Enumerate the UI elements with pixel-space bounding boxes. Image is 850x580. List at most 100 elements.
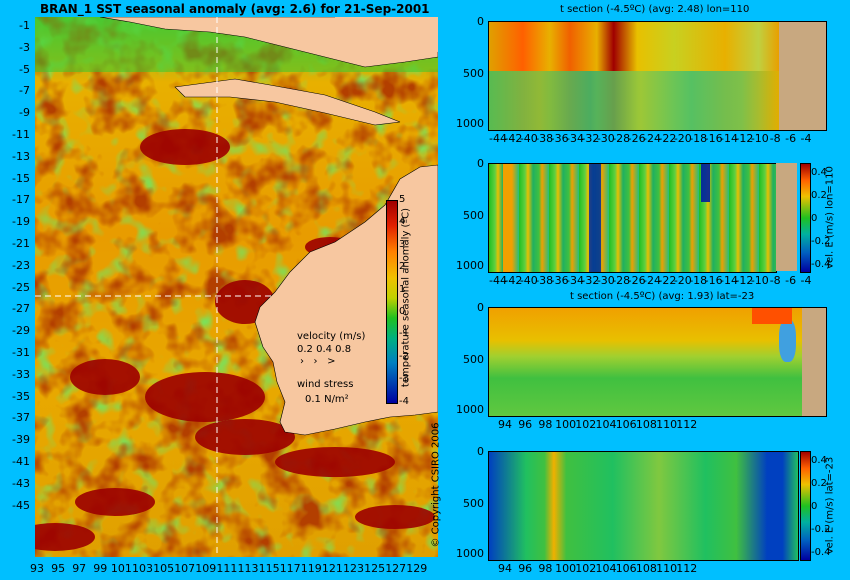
map-colorbar-tick: -1 — [399, 328, 409, 340]
map-y-tick: -41 — [12, 455, 30, 468]
map-x-tick: 105 — [153, 562, 175, 575]
p2-x-tick: -34 — [566, 274, 584, 287]
p3-y-tick: 500 — [463, 353, 484, 366]
map-y-tick: -9 — [19, 106, 30, 120]
map-colorbar-tick: 4 — [399, 216, 406, 228]
map-title: BRAN_1 SST seasonal anomaly (avg: 2.6) f… — [40, 2, 430, 16]
panel1-section — [488, 21, 827, 131]
p1-x-tick: -34 — [566, 132, 584, 145]
wind-legend-value: 0.1 N/m² — [305, 394, 349, 405]
p4-y-tick: 1000 — [456, 547, 484, 560]
map-colorbar-tick: 2 — [399, 261, 406, 273]
p3-x-tick: 96 — [518, 418, 533, 431]
map-colorbar-tick: 0 — [399, 306, 406, 317]
sst-map: velocity (m/s) 0.2 0.4 0.8 › › > wind st… — [35, 17, 438, 557]
p1-x-tick: -32 — [581, 132, 600, 145]
p1-x-tick: -22 — [658, 132, 677, 145]
p4-y-tick: 0 — [477, 445, 484, 458]
map-y-tick: -25 — [12, 280, 30, 294]
p2-x-tick: -6 — [785, 274, 797, 287]
map-x-tick: 113 — [237, 562, 259, 575]
p1-y-tick: 500 — [463, 67, 484, 80]
p2-x-tick: -8 — [769, 274, 781, 287]
map-x-tick: 111 — [216, 562, 238, 575]
panel2-section — [488, 163, 777, 273]
p1-x-tick: -10 — [750, 132, 769, 145]
p2-colorbar-tick: -0.2 — [811, 236, 831, 247]
map-colorbar-label: temperature seasonal anomaly (ºC) — [400, 207, 412, 388]
map-x-tick: 93 — [30, 562, 44, 575]
p2-colorbar-tick: -0.4 — [811, 259, 831, 270]
p2-y-tick: 0 — [477, 157, 484, 170]
p1-y-tick: 0 — [477, 15, 484, 28]
p3-x-tick: 104 — [595, 418, 617, 431]
p4-x-tick: 106 — [615, 562, 637, 575]
p2-x-tick: -36 — [550, 274, 569, 287]
p2-x-tick: -40 — [519, 274, 538, 287]
p1-x-tick: -24 — [643, 132, 661, 145]
map-y-tick: -23 — [12, 258, 30, 272]
p4-x-tick: 100 — [555, 562, 577, 575]
p4-colorbar-tick: 0 — [811, 501, 818, 512]
p1-x-tick: -4 — [800, 132, 812, 145]
p3-x-tick: 106 — [615, 418, 637, 431]
map-x-tick: 109 — [195, 562, 217, 575]
p3-x-tick: 98 — [538, 418, 553, 431]
p4-colorbar-tick: 0.4 — [811, 455, 827, 466]
velocity-legend-values: 0.2 0.4 0.8 — [297, 344, 352, 355]
p3-x-tick: 94 — [498, 418, 512, 431]
p1-x-tick: -44 — [489, 132, 507, 145]
map-colorbar-tick: -3 — [399, 373, 409, 385]
map-y-tick: -39 — [12, 433, 30, 447]
p2-x-tick: -32 — [581, 274, 600, 287]
map-x-tick: 103 — [132, 562, 153, 575]
p4-y-tick: 500 — [463, 497, 484, 510]
map-y-tick: -17 — [12, 193, 30, 207]
panel4-colorbar — [800, 451, 811, 561]
velocity-legend-arrows: › › > — [300, 356, 336, 367]
map-y-tick: -15 — [12, 171, 30, 185]
map-x-tick: 123 — [343, 562, 364, 575]
p1-x-tick: -16 — [704, 132, 723, 145]
p2-colorbar-tick: 0 — [811, 213, 818, 224]
p2-x-tick: -18 — [689, 274, 708, 287]
map-x-tick: 127 — [385, 562, 407, 575]
panel2-colorbar-label: vel. E (m/s) lon=110 — [824, 166, 836, 269]
p4-x-tick: 104 — [595, 562, 617, 575]
p1-x-tick: -8 — [769, 132, 781, 145]
p2-colorbar-tick: 0.2 — [811, 190, 827, 201]
p3-x-tick: 112 — [676, 418, 698, 431]
map-x-tick: 97 — [72, 562, 87, 575]
panel4-section — [488, 451, 799, 561]
map-y-tick: -7 — [19, 84, 30, 98]
map-x-tick: 119 — [300, 562, 322, 575]
p1-x-tick: -26 — [627, 132, 646, 145]
p1-x-tick: -40 — [519, 132, 538, 145]
p3-x-tick: 110 — [656, 418, 678, 431]
p2-x-tick: -12 — [735, 274, 754, 287]
map-x-tick: 117 — [279, 562, 301, 575]
panel4-colorbar-label: vel. E (m/s) lat=-23 — [824, 456, 836, 555]
p3-x-tick: 102 — [575, 418, 597, 431]
p1-x-tick: -28 — [612, 132, 631, 145]
p2-x-tick: -38 — [535, 274, 554, 287]
p1-x-tick: -20 — [673, 132, 692, 145]
map-x-tick: 101 — [110, 562, 132, 575]
map-y-tick: -21 — [12, 237, 30, 250]
p2-x-tick: -4 — [800, 274, 812, 287]
p4-colorbar-tick: -0.4 — [811, 547, 831, 558]
p3-y-tick: 0 — [477, 301, 484, 314]
p2-x-tick: -42 — [504, 274, 523, 287]
p3-x-tick: 108 — [635, 418, 657, 431]
p2-x-tick: -28 — [612, 274, 631, 287]
copyright: © Copyright CSIRO 2006 — [430, 422, 442, 548]
map-y-tick: -45 — [12, 498, 30, 512]
p2-x-tick: -10 — [750, 274, 769, 287]
p1-x-tick: -18 — [689, 132, 708, 145]
map-x-tick: 107 — [174, 562, 196, 575]
map-y-tick: -35 — [12, 389, 30, 403]
panel2-land — [776, 163, 797, 271]
land-north — [99, 17, 438, 68]
panel1-title: t section (-4.5ºC) (avg: 2.48) lon=110 — [560, 4, 750, 15]
p4-x-tick: 112 — [676, 562, 698, 575]
